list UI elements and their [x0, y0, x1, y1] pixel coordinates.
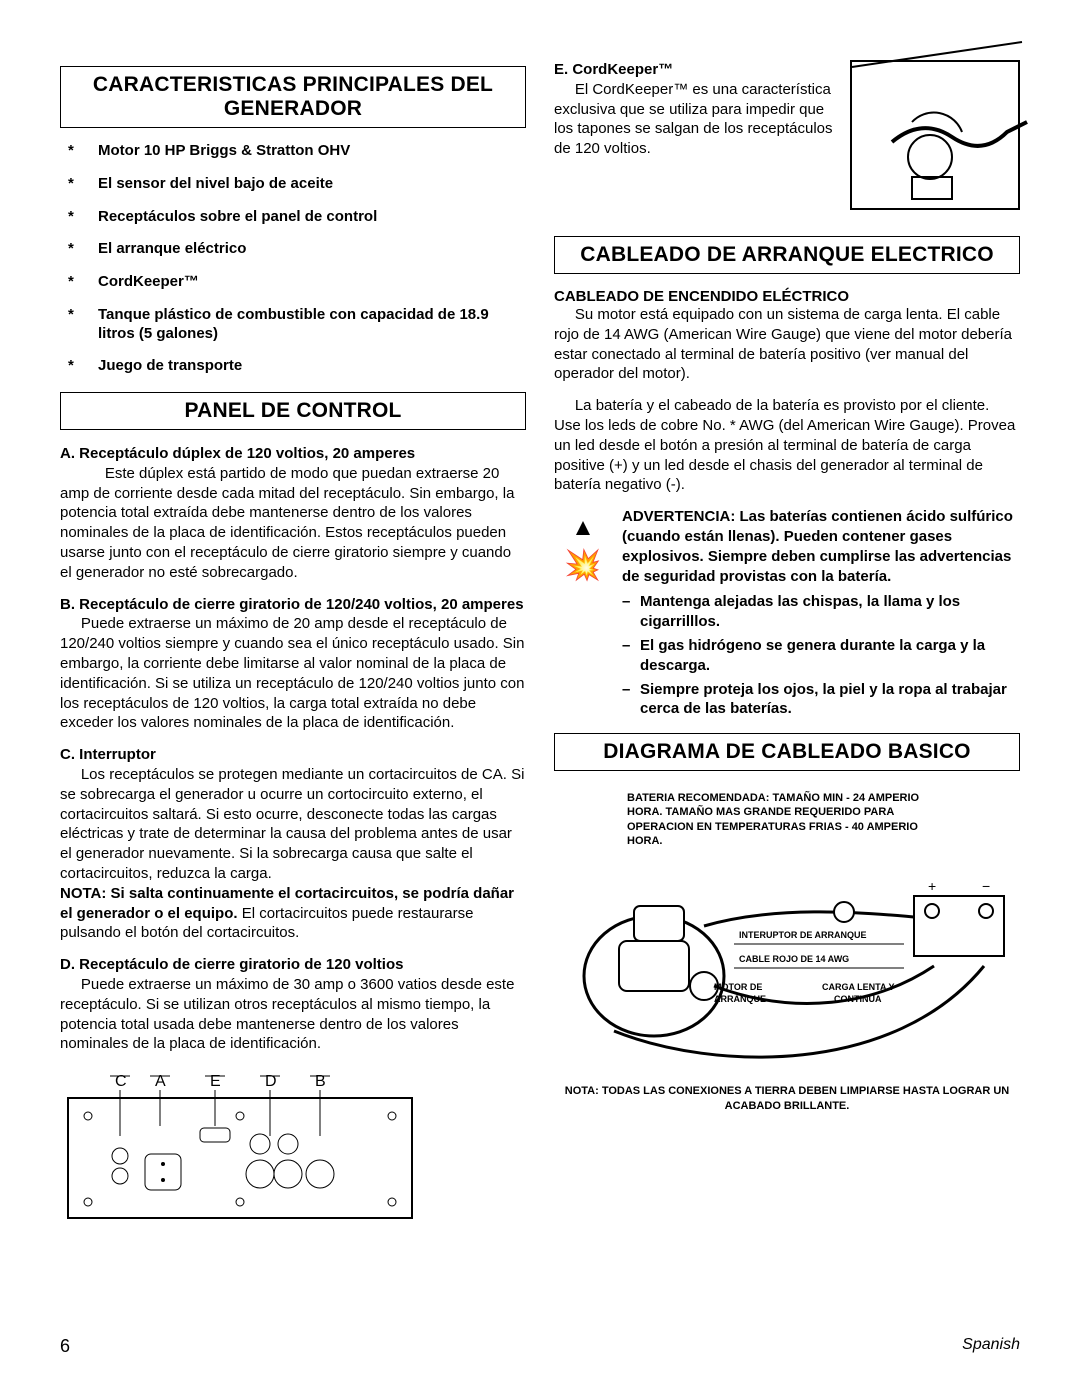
heading-caracteristicas-text: CARACTERISTICAS PRINCIPALES DEL GENERADO… [69, 73, 517, 121]
section-a-head: A. Receptáculo dúplex de 120 voltios, 20… [60, 445, 415, 462]
diag-label-cable: CABLE ROJO DE 14 AWG [739, 954, 849, 964]
enc-indent2 [554, 397, 575, 414]
heading-diagrama-text: DIAGRAMA DE CABLEADO BASICO [563, 740, 1011, 764]
warning-head: ADVERTENCIA: Las baterías contienen ácid… [622, 508, 1013, 584]
section-c-head: C. Interruptor [60, 746, 156, 763]
warning-icons: ▲ 💥 [554, 507, 612, 723]
feature-item: Juego de transporte [68, 357, 526, 376]
svg-text:−: − [982, 878, 990, 894]
warning-item: Mantenga alejadas las chispas, la llama … [622, 592, 1020, 632]
features-list: Motor 10 HP Briggs & Stratton OHV El sen… [68, 142, 526, 376]
section-c-indent [60, 766, 81, 783]
section-b-indent [60, 615, 81, 632]
heading-cableado-text: CABLEADO DE ARRANQUE ELECTRICO [563, 243, 1011, 267]
section-b-body: Puede extraerse un máximo de 20 amp desd… [60, 615, 524, 731]
section-c: C. Interruptor Los receptáculos se prote… [60, 745, 526, 943]
diag-label-motor: MOTOR DE [714, 982, 762, 992]
feature-item: CordKeeper™ [68, 273, 526, 292]
subhead-encendido: CABLEADO DE ENCENDIDO ELÉCTRICO [554, 288, 1020, 305]
enc-p1-wrap: Su motor está equipado con un sistema de… [554, 305, 1020, 384]
feature-item: Receptáculos sobre el panel de control [68, 208, 526, 227]
section-d-head: D. Receptáculo de cierre giratorio de 12… [60, 956, 403, 973]
feature-item: El arranque eléctrico [68, 240, 526, 259]
cordkeeper-diagram [850, 60, 1020, 210]
svg-text:CONTINUA: CONTINUA [834, 994, 882, 1004]
enc-p2-wrap: La batería y el cabeado de la batería es… [554, 396, 1020, 495]
section-e-row: E. CordKeeper™ El CordKeeper™ es una car… [554, 60, 1020, 210]
section-d-indent [60, 976, 81, 993]
heading-diagrama: DIAGRAMA DE CABLEADO BASICO [554, 733, 1020, 771]
section-e-head: E. CordKeeper™ [554, 61, 673, 78]
warning-item: Siempre proteja los ojos, la piel y la r… [622, 680, 1020, 720]
wiring-diagram: BATERIA RECOMENDADA: TAMAÑO MIN - 24 AMP… [554, 791, 1020, 1113]
warning-item: El gas hidrógeno se genera durante la ca… [622, 636, 1020, 676]
section-b: B. Receptáculo de cierre giratorio de 12… [60, 595, 526, 734]
enc-indent [554, 306, 575, 323]
feature-item: El sensor del nivel bajo de aceite [68, 175, 526, 194]
warning-list: Mantenga alejadas las chispas, la llama … [622, 592, 1020, 719]
section-b-head: B. Receptáculo de cierre giratorio de 12… [60, 596, 524, 613]
heading-caracteristicas: CARACTERISTICAS PRINCIPALES DEL GENERADO… [60, 66, 526, 128]
language-label: Spanish [962, 1336, 1020, 1357]
diag-label-carga: CARGA LENTA Y [822, 982, 895, 992]
section-d-body: Puede extraerse un máximo de 30 amp o 36… [60, 976, 514, 1052]
heading-cableado: CABLEADO DE ARRANQUE ELECTRICO [554, 236, 1020, 274]
warning-block: ▲ 💥 ADVERTENCIA: Las baterías contienen … [554, 507, 1020, 723]
diag-label-inter: INTERUPTOR DE ARRANQUE [739, 930, 867, 940]
right-column: E. CordKeeper™ El CordKeeper™ es una car… [554, 60, 1020, 1226]
diagram-caption-top: BATERIA RECOMENDADA: TAMAÑO MIN - 24 AMP… [627, 791, 947, 848]
section-a-body: Este dúplex está partido de modo que pue… [60, 465, 514, 581]
left-column: CARACTERISTICAS PRINCIPALES DEL GENERADO… [60, 60, 526, 1226]
heading-panel: PANEL DE CONTROL [60, 392, 526, 430]
warning-triangle-icon: ▲ [571, 514, 595, 541]
section-a: A. Receptáculo dúplex de 120 voltios, 20… [60, 444, 526, 583]
page-number: 6 [60, 1336, 70, 1357]
section-c-body1: Los receptáculos se protegen mediante un… [60, 766, 524, 882]
section-e-body: El CordKeeper™ es una característica exc… [554, 81, 833, 157]
svg-text:ARRANQUE: ARRANQUE [714, 994, 766, 1004]
page-footer: 6 Spanish [60, 1336, 1020, 1357]
diagram-caption-bottom: NOTA: TODAS LAS CONEXIONES A TIERRA DEBE… [554, 1084, 1020, 1113]
feature-item: Tanque plástico de combustible con capac… [68, 306, 526, 344]
feature-item: Motor 10 HP Briggs & Stratton OHV [68, 142, 526, 161]
enc-p2: La batería y el cabeado de la batería es… [554, 397, 1015, 493]
heading-panel-text: PANEL DE CONTROL [69, 399, 517, 423]
warning-text: ADVERTENCIA: Las baterías contienen ácid… [622, 507, 1020, 723]
explosion-icon: 💥 [564, 549, 601, 582]
section-a-indent [60, 464, 105, 484]
enc-p1: Su motor está equipado con un sistema de… [554, 306, 1012, 382]
section-d: D. Receptáculo de cierre giratorio de 12… [60, 955, 526, 1054]
control-panel-diagram: C A E D B [60, 1066, 526, 1226]
section-e: E. CordKeeper™ El CordKeeper™ es una car… [554, 60, 840, 210]
section-e-indent [554, 81, 575, 98]
page-content: CARACTERISTICAS PRINCIPALES DEL GENERADO… [60, 60, 1020, 1226]
svg-text:+: + [928, 878, 936, 894]
